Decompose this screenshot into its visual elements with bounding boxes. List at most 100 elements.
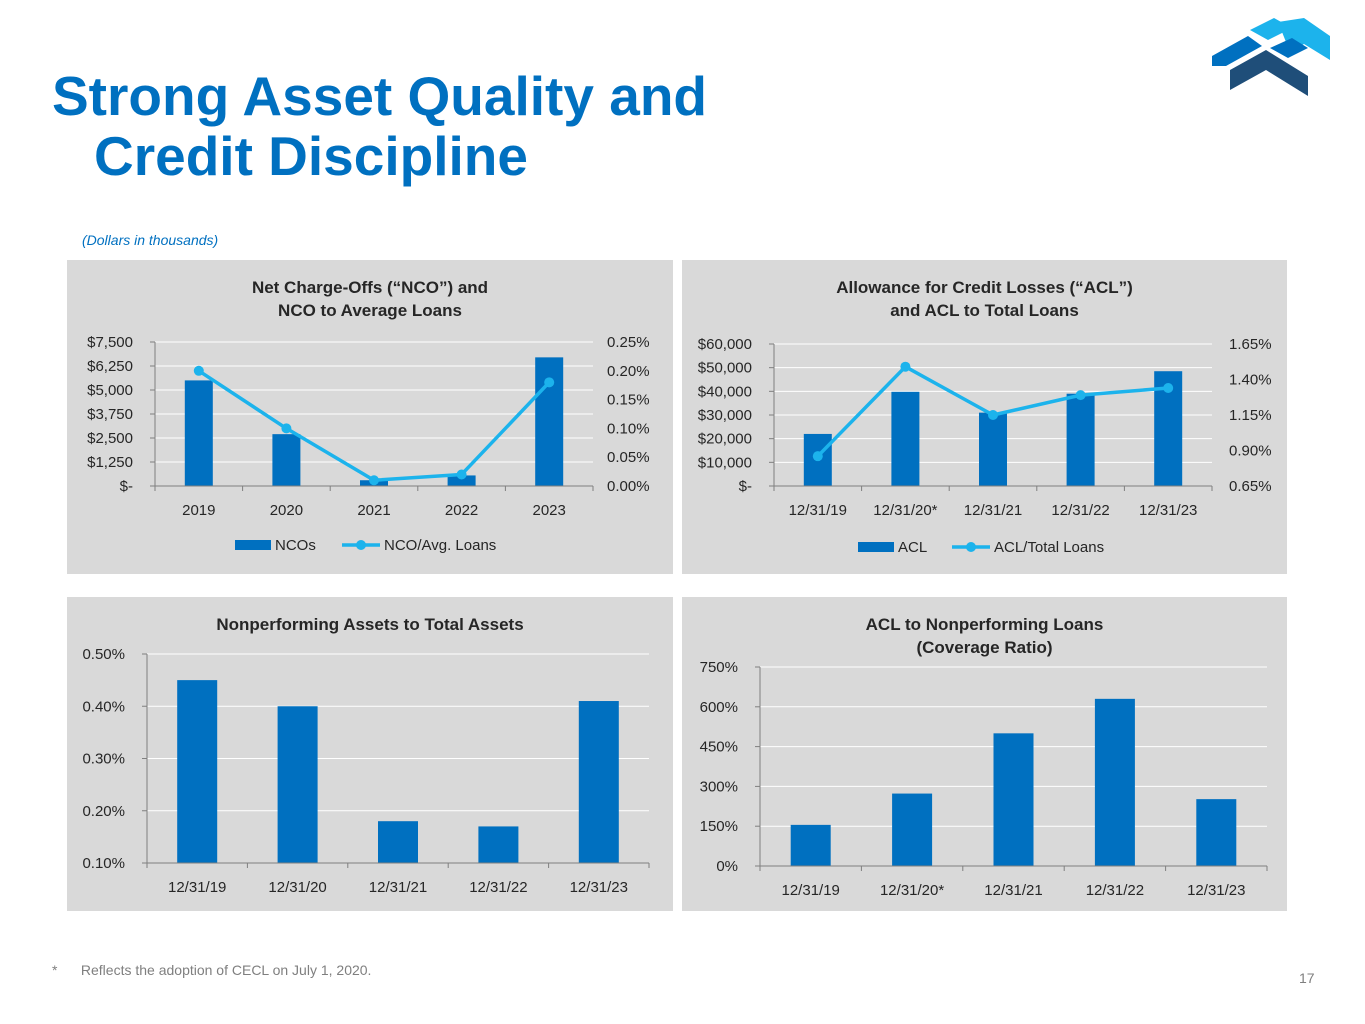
y-left-tick-label: $- — [120, 478, 133, 495]
y-right-tick-label: 0.15% — [607, 392, 650, 409]
y-left-tick-label: $40,000 — [698, 383, 752, 400]
y-left-tick-label: $20,000 — [698, 431, 752, 448]
legend-bar-label: NCOs — [275, 537, 316, 554]
y-left-tick-label: 300% — [700, 778, 738, 795]
bar-12-31-23 — [1196, 799, 1237, 866]
acl-chart-panel: Allowance for Credit Losses (“ACL”) and A… — [682, 260, 1287, 574]
nco-chart: Net Charge-Offs (“NCO”) and NCO to Averag… — [87, 278, 650, 554]
x-tick-label: 12/31/21 — [369, 879, 427, 896]
legend-bar-swatch — [235, 540, 271, 550]
bar-12-31-22 — [478, 826, 519, 863]
line-point-12-31-22 — [1075, 390, 1086, 401]
y-right-tick-label: 0.05% — [607, 449, 650, 466]
y-left-tick-label: $7,500 — [87, 334, 133, 351]
bar-2020 — [272, 434, 301, 486]
legend-bar-label: ACL — [898, 539, 927, 556]
y-left-tick-label: $5,000 — [87, 382, 133, 399]
x-tick-label: 2020 — [270, 502, 303, 519]
y-right-tick-label: 0.20% — [607, 363, 650, 380]
y-right-tick-label: 0.65% — [1229, 478, 1272, 495]
y-right-tick-label: 1.15% — [1229, 407, 1272, 424]
y-left-tick-label: $50,000 — [698, 360, 752, 377]
bar-12-31-21 — [378, 821, 418, 863]
legend-bar-swatch — [858, 542, 894, 552]
footnote-mark: * — [52, 962, 58, 978]
line-point-2023 — [544, 377, 555, 388]
x-tick-label: 12/31/22 — [1086, 882, 1144, 899]
y-left-tick-label: 0.50% — [82, 646, 125, 663]
y-left-tick-label: $10,000 — [698, 454, 752, 471]
bar-12-31-22 — [1094, 698, 1135, 866]
line-point-2022 — [456, 469, 467, 480]
coverage-chart-panel: ACL to Nonperforming Loans (Coverage Rati… — [682, 597, 1287, 911]
line-point-12-31-19 — [812, 451, 823, 462]
series-line — [197, 369, 551, 482]
npa-chart-panel: Nonperforming Assets to Total Assets 0.1… — [67, 597, 673, 911]
x-tick-label: 12/31/21 — [984, 882, 1042, 899]
y-left-tick-label: $1,250 — [87, 454, 133, 471]
y-left-tick-label: 600% — [700, 699, 738, 716]
x-tick-label: 2019 — [182, 502, 215, 519]
bar-12-31-23 — [578, 701, 619, 863]
x-tick-label: 12/31/22 — [1051, 502, 1109, 519]
y-left-tick-label: 0.10% — [82, 855, 125, 872]
x-tick-label: 12/31/21 — [964, 502, 1022, 519]
bar-2023 — [535, 357, 564, 486]
chart-title-line: ACL to Nonperforming Loans — [866, 615, 1104, 634]
legend-line-label: NCO/Avg. Loans — [384, 537, 496, 554]
chart-title-line: Net Charge-Offs (“NCO”) and — [252, 278, 488, 297]
y-left-tick-label: $3,750 — [87, 406, 133, 423]
footnote: * Reflects the adoption of CECL on July … — [52, 962, 371, 978]
line-point-12-31-23 — [1163, 383, 1174, 394]
footnote-text: Reflects the adoption of CECL on July 1,… — [80, 962, 372, 978]
bar-12-31-19 — [177, 680, 218, 863]
bar-12-31-20- — [892, 793, 933, 866]
x-tick-label: 12/31/20* — [873, 502, 937, 519]
y-left-tick-label: 150% — [700, 818, 738, 835]
chart-title-line: Allowance for Credit Losses (“ACL”) — [836, 278, 1133, 297]
x-tick-label: 12/31/23 — [1187, 882, 1245, 899]
page-number: 17 — [1299, 970, 1315, 986]
x-tick-label: 12/31/20 — [268, 879, 326, 896]
slide-title: Strong Asset Quality and Credit Discipli… — [52, 66, 707, 186]
y-left-tick-label: 0.20% — [82, 803, 125, 820]
legend-line-marker — [966, 542, 976, 552]
x-tick-label: 12/31/19 — [789, 502, 847, 519]
x-tick-label: 2021 — [357, 502, 390, 519]
y-right-tick-label: 0.10% — [607, 420, 650, 437]
x-tick-label: 12/31/23 — [1139, 502, 1197, 519]
legend-line-marker — [356, 540, 366, 550]
y-left-tick-label: 750% — [700, 659, 738, 676]
chart-title-line: (Coverage Ratio) — [916, 638, 1052, 657]
y-left-tick-label: $2,500 — [87, 430, 133, 447]
y-left-tick-label: 0.40% — [82, 698, 125, 715]
bar-12-31-20- — [891, 391, 920, 486]
x-tick-label: 2023 — [533, 502, 566, 519]
bar-12-31-21 — [993, 733, 1034, 866]
chart-title-line: NCO to Average Loans — [278, 301, 462, 320]
legend-line-label: ACL/Total Loans — [994, 539, 1104, 556]
y-left-tick-label: 450% — [700, 739, 738, 756]
bar-12-31-21 — [979, 412, 1007, 486]
bar-2022 — [447, 475, 476, 486]
y-left-tick-label: $60,000 — [698, 336, 752, 353]
bar-12-31-20 — [277, 706, 318, 863]
x-tick-label: 12/31/23 — [570, 879, 628, 896]
line-point-2019 — [193, 365, 204, 376]
line-point-2021 — [369, 475, 379, 486]
x-tick-label: 2022 — [445, 502, 478, 519]
chart-title-line: Nonperforming Assets to Total Assets — [216, 615, 523, 634]
npa-chart: Nonperforming Assets to Total Assets 0.1… — [82, 615, 650, 896]
y-left-tick-label: 0% — [716, 858, 738, 875]
acl-chart: Allowance for Credit Losses (“ACL”) and A… — [698, 278, 1272, 556]
bar-12-31-22 — [1066, 393, 1095, 486]
coverage-chart: ACL to Nonperforming Loans (Coverage Rati… — [700, 615, 1268, 899]
y-right-tick-label: 0.90% — [1229, 443, 1272, 460]
y-right-tick-label: 0.00% — [607, 478, 650, 495]
nco-chart-panel: Net Charge-Offs (“NCO”) and NCO to Averag… — [67, 260, 673, 574]
x-tick-label: 12/31/20* — [880, 882, 944, 899]
line-point-12-31-20- — [900, 361, 911, 372]
y-left-tick-label: $30,000 — [698, 407, 752, 424]
bar-2019 — [184, 380, 213, 486]
title-line-2: Credit Discipline — [94, 125, 528, 187]
